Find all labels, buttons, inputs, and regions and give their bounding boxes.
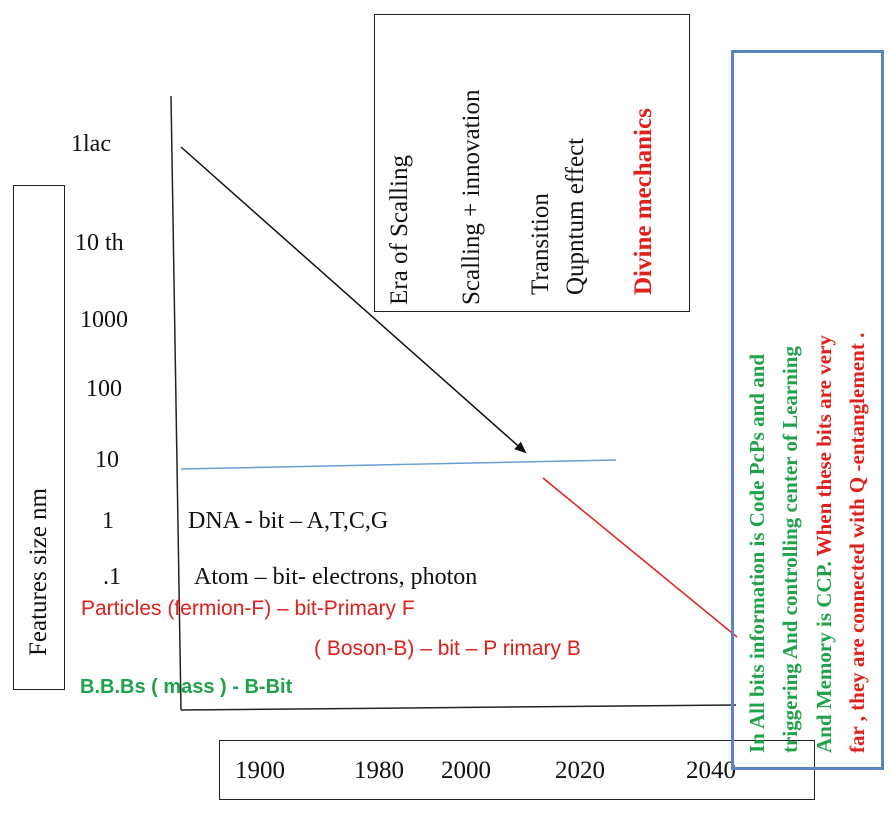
y-axis-label-box: Features size nm — [13, 185, 65, 690]
x-axis-line — [180, 704, 737, 711]
era-legend-box: Era of Scalling Scalling + innovation Tr… — [374, 14, 690, 312]
side-note-line-3: And Memory is CCP. When these bits are v… — [812, 335, 836, 753]
y-tick-10th: 10 th — [75, 230, 124, 256]
side-note-line-3-red: When these bits are very — [812, 335, 836, 562]
y-tick-0-1: .1 — [103, 564, 121, 590]
fermion-annotation: Particles (fermion-F) – bit-Primary F — [81, 597, 415, 620]
x-tick-2040: 2040 — [686, 757, 736, 784]
y-axis-label: Features size nm — [25, 487, 52, 656]
era-scaling-label: Era of Scalling — [386, 155, 413, 305]
era-divine-mechanics-label: Divine mechanics — [630, 108, 657, 295]
side-note-line-4: far , they are connected with Q -entangl… — [845, 332, 869, 753]
limit-line-10nm — [180, 459, 617, 470]
x-tick-2020: 2020 — [555, 757, 605, 784]
side-note-line-2: triggering And controlling center of Lea… — [778, 346, 802, 753]
x-tick-1900: 1900 — [235, 757, 285, 784]
era-scaling-innovation-label: Scalling + innovation — [458, 89, 485, 305]
y-tick-100: 100 — [86, 376, 122, 402]
boson-annotation: ( Boson-B) – bit – P rimary B — [314, 637, 581, 660]
side-note-box: In All bits information is Code PcPs and… — [731, 50, 884, 770]
y-axis-line — [170, 95, 182, 711]
divine-trend-line — [542, 477, 738, 638]
y-tick-10: 10 — [95, 447, 119, 473]
era-quantum-effect-label: Qupntum effect — [562, 137, 589, 295]
era-transition-label: Transition — [527, 193, 554, 295]
side-note-line-3-green: And Memory is CCP. — [812, 561, 836, 753]
side-note-line-1: In All bits information is Code PcPs and… — [745, 353, 769, 753]
x-axis-years-box: 1900 1980 2000 2020 2040 — [219, 740, 815, 800]
scaling-trend-arrow — [180, 146, 527, 454]
y-tick-1: 1 — [102, 508, 114, 534]
dna-annotation: DNA - bit – A,T,C,G — [188, 508, 389, 534]
x-tick-2000: 2000 — [441, 757, 491, 784]
bbbs-annotation: B.B.Bs ( mass ) - B-Bit — [80, 676, 293, 698]
y-tick-1000: 1000 — [80, 307, 128, 333]
atom-annotation: Atom – bit- electrons, photon — [194, 564, 478, 590]
y-tick-1lac: 1lac — [71, 131, 111, 157]
x-tick-1980: 1980 — [354, 757, 404, 784]
